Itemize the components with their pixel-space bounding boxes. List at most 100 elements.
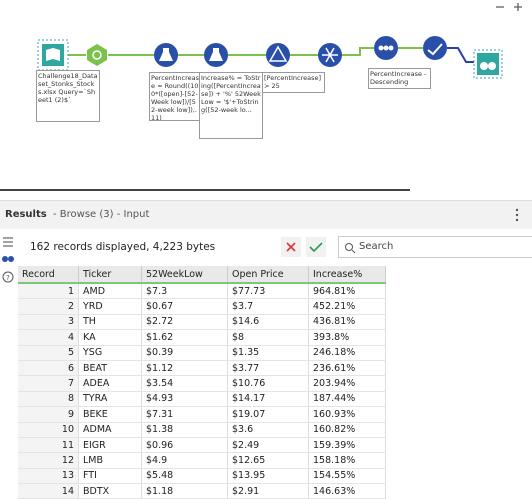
table-cell: YSG bbox=[78, 345, 142, 361]
table-row[interactable]: 8 TYRA $4.93 $14.17 187.44% bbox=[18, 391, 386, 408]
table-row[interactable]: 13 FTI $5.48 $13.95 154.55% bbox=[18, 468, 386, 485]
table-cell: $7.31 bbox=[141, 406, 228, 423]
table-cell: KA bbox=[78, 329, 142, 346]
apply-filter-button[interactable] bbox=[306, 237, 326, 257]
formula-tool[interactable] bbox=[154, 43, 178, 67]
filter-tool[interactable] bbox=[266, 43, 290, 67]
select-tool[interactable] bbox=[423, 36, 447, 60]
tool-annotation: Increase% = ToString([PercentIncrease]) … bbox=[199, 72, 263, 139]
table-cell: $0.96 bbox=[141, 437, 228, 454]
column-header[interactable]: Record bbox=[18, 266, 79, 284]
table-row[interactable]: 1 AMD $7.3 $77.73 964.81% bbox=[18, 283, 386, 300]
table-row[interactable]: 5 YSG $0.39 $1.35 246.18% bbox=[18, 345, 386, 361]
svg-text:?: ? bbox=[6, 274, 10, 282]
formula-tool[interactable] bbox=[87, 44, 107, 66]
table-cell: $2.72 bbox=[141, 314, 228, 331]
tool-annotation: PercentIncrease - Descending bbox=[368, 68, 431, 89]
record-number: 9 bbox=[18, 406, 79, 423]
table-cell: BEAT bbox=[78, 360, 142, 377]
tool-annotation: [PercentIncrease] > 25 bbox=[262, 72, 325, 93]
clear-filter-button[interactable] bbox=[281, 237, 301, 257]
search-box[interactable]: Search bbox=[338, 236, 532, 258]
table-cell: $4.9 bbox=[141, 452, 228, 469]
table-cell: $2.91 bbox=[227, 483, 309, 500]
table-cell: 452.21% bbox=[308, 298, 386, 315]
record-number: 1 bbox=[18, 283, 79, 300]
table-cell: $3.77 bbox=[227, 360, 309, 377]
table-row[interactable]: 10 ADMA $1.38 $3.6 160.82% bbox=[18, 422, 386, 438]
table-cell: 159.39% bbox=[308, 437, 386, 454]
table-row[interactable]: 9 BEKE $7.31 $19.07 160.93% bbox=[18, 406, 386, 423]
table-cell: 160.93% bbox=[308, 406, 386, 423]
results-table: Record Ticker 52WeekLow Open Price Increase%… bbox=[18, 266, 386, 500]
formula-tool[interactable] bbox=[204, 43, 228, 67]
table-cell: $1.18 bbox=[141, 483, 228, 500]
table-cell: $1.38 bbox=[141, 422, 228, 438]
table-row[interactable]: 12 LMB $4.9 $12.65 158.18% bbox=[18, 452, 386, 469]
connectors bbox=[68, 47, 474, 63]
help-button[interactable]: ? bbox=[2, 271, 14, 283]
table-cell: $1.62 bbox=[141, 329, 228, 346]
table-cell: 187.44% bbox=[308, 391, 386, 408]
table-cell: $8 bbox=[227, 329, 309, 346]
sort-tool[interactable] bbox=[374, 36, 398, 60]
menu-button[interactable] bbox=[513, 208, 521, 222]
record-number: 12 bbox=[18, 452, 79, 469]
record-number: 5 bbox=[18, 345, 79, 361]
table-row[interactable]: 11 EIGR $0.96 $2.49 159.39% bbox=[18, 437, 386, 454]
browse-tool[interactable] bbox=[473, 49, 503, 79]
table-row[interactable]: 6 BEAT $1.12 $3.77 236.61% bbox=[18, 360, 386, 377]
table-cell: TYRA bbox=[78, 391, 142, 408]
table-cell: BDTX bbox=[78, 483, 142, 500]
table-cell: AMD bbox=[78, 283, 142, 300]
table-cell: $77.73 bbox=[227, 283, 309, 300]
table-cell: $3.6 bbox=[227, 422, 309, 438]
table-row[interactable]: 4 KA $1.62 $8 393.8% bbox=[18, 329, 386, 346]
table-cell: $2.49 bbox=[227, 437, 309, 454]
record-number: 3 bbox=[18, 314, 79, 331]
search-icon bbox=[345, 243, 356, 254]
results-subtitle: - Browse (3) - Input bbox=[53, 209, 150, 220]
results-title: Results bbox=[5, 209, 47, 220]
header-row: Record Ticker 52WeekLow Open Price Increase% bbox=[18, 266, 386, 284]
record-number: 13 bbox=[18, 468, 79, 485]
table-cell: 393.8% bbox=[308, 329, 386, 346]
table-cell: YRD bbox=[78, 298, 142, 315]
record-number: 2 bbox=[18, 298, 79, 315]
table-cell: $0.67 bbox=[141, 298, 228, 315]
table-cell: $5.48 bbox=[141, 468, 228, 485]
record-number: 10 bbox=[18, 422, 79, 438]
table-cell: $3.54 bbox=[141, 375, 228, 392]
column-header[interactable]: Open Price bbox=[227, 266, 309, 284]
table-cell: $3.7 bbox=[227, 298, 309, 315]
record-number: 4 bbox=[18, 329, 79, 346]
multi-field-tool[interactable] bbox=[318, 43, 342, 67]
table-cell: 964.81% bbox=[308, 283, 386, 300]
column-header[interactable]: Ticker bbox=[78, 266, 142, 284]
zoom-in[interactable] bbox=[514, 3, 522, 11]
table-cell: $0.39 bbox=[141, 345, 228, 361]
table-row[interactable]: 14 BDTX $1.18 $2.91 146.63% bbox=[18, 483, 386, 500]
table-body: 1 AMD $7.3 $77.73 964.81% 2 YRD $0.67 $3.7 452.21… bbox=[18, 283, 386, 500]
table-cell: LMB bbox=[78, 452, 142, 469]
table-cell: $19.07 bbox=[227, 406, 309, 423]
table-row[interactable]: 7 ADEA $3.54 $10.76 203.94% bbox=[18, 375, 386, 392]
workflow-canvas bbox=[0, 3, 522, 191]
side-toolbar: ? bbox=[2, 237, 14, 283]
table-row[interactable]: 3 TH $2.72 $14.6 436.81% bbox=[18, 314, 386, 331]
table-row[interactable]: 2 YRD $0.67 $3.7 452.21% bbox=[18, 298, 386, 315]
input-tool[interactable] bbox=[37, 39, 69, 71]
table-cell: 154.55% bbox=[308, 468, 386, 485]
table-cell: $7.3 bbox=[141, 283, 228, 300]
browse-view-button[interactable] bbox=[2, 256, 14, 262]
list-view-button[interactable] bbox=[3, 237, 13, 247]
table-cell: TH bbox=[78, 314, 142, 331]
column-header[interactable]: Increase% bbox=[308, 266, 386, 284]
record-number: 11 bbox=[18, 437, 79, 454]
column-header[interactable]: 52WeekLow bbox=[141, 266, 228, 284]
table-cell: 158.18% bbox=[308, 452, 386, 469]
results-header: Results - Browse (3) - Input bbox=[0, 200, 532, 229]
table-cell: $14.17 bbox=[227, 391, 309, 408]
table-cell: $1.12 bbox=[141, 360, 228, 377]
